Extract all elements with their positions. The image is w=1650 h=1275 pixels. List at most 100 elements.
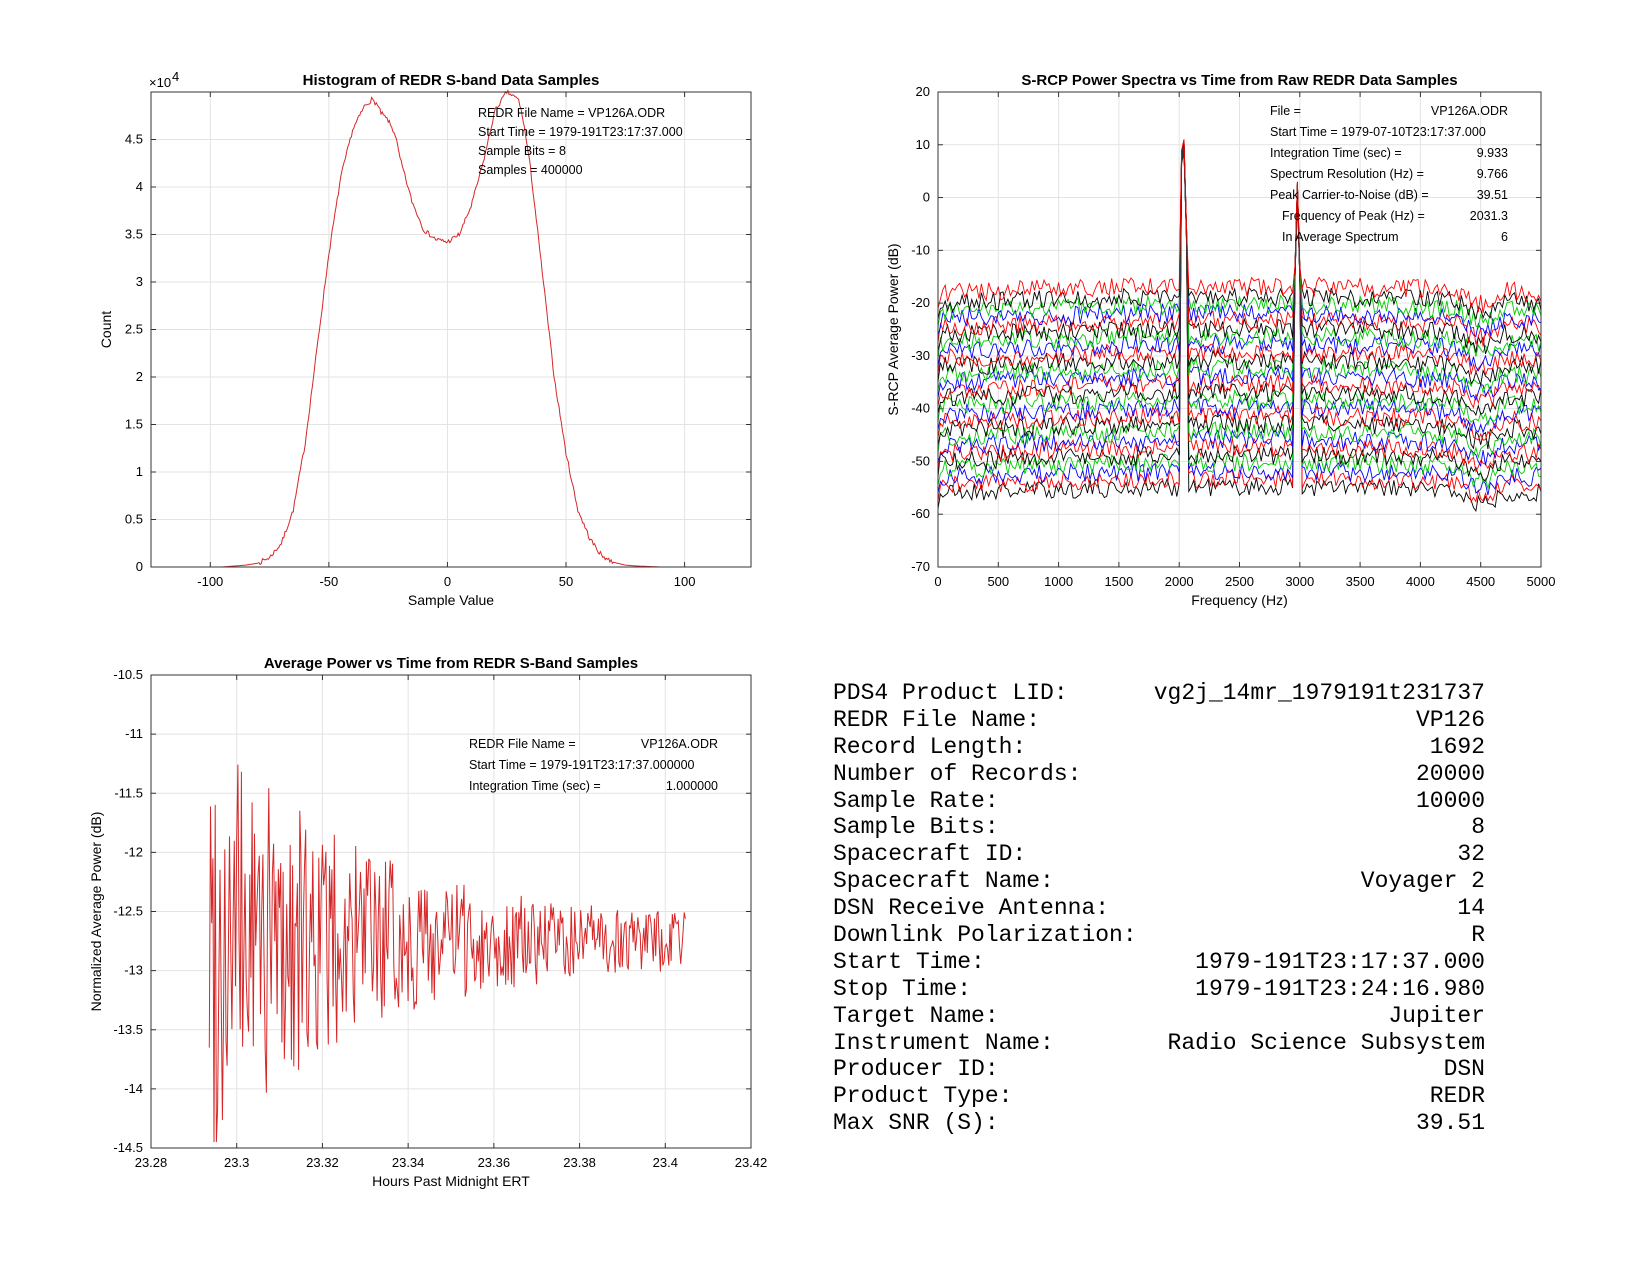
axes-frame — [937, 91, 1542, 568]
y-tick-label: -30 — [911, 348, 930, 363]
spectrum-line — [937, 148, 1542, 459]
annotation-label: Frequency of Peak (Hz) = — [1282, 209, 1425, 223]
spectrum-line — [937, 141, 1542, 354]
summary-row: Max SNR (S): 39.51 — [833, 1110, 1485, 1137]
y-tick-label: -50 — [911, 453, 930, 468]
spectrum-line — [937, 147, 1542, 434]
annotation-label: Spectrum Resolution (Hz) = — [1270, 167, 1424, 181]
summary-label: Instrument Name: — [833, 1029, 1054, 1056]
spectrum-line — [937, 139, 1542, 320]
annotation-label: Peak Carrier-to-Noise (dB) = — [1270, 188, 1429, 202]
y-tick-label: -10 — [911, 242, 930, 257]
y-tick-label: 4 — [136, 179, 143, 194]
summary-value: 32 — [1457, 841, 1485, 868]
y-tick-label: 0 — [923, 190, 930, 205]
summary-value: Voyager 2 — [1360, 868, 1485, 895]
annotation-line: Start Time = 1979-191T23:17:37.000 — [478, 125, 683, 139]
x-tick-label: 23.38 — [563, 1155, 596, 1170]
summary-value: Jupiter — [1388, 1002, 1485, 1029]
summary-value: 14 — [1457, 895, 1485, 922]
annotation-value: VP126A.ODR — [1431, 104, 1508, 118]
chart-title: Average Power vs Time from REDR S-Band S… — [264, 655, 638, 672]
y-tick-label: 4.5 — [125, 132, 143, 147]
chart-2: 0 500 1000 1500 2000 2500 3000 3500 4000 4500 5000… — [885, 72, 1555, 608]
spectrum-line — [937, 139, 1542, 314]
y-tick-label: 0 — [136, 559, 143, 574]
summary-label: Stop Time: — [833, 975, 972, 1002]
annotation-label: Integration Time (sec) = — [469, 779, 601, 793]
x-tick-label: 23.3 — [224, 1155, 249, 1170]
y-tick-label: -11.5 — [114, 785, 143, 800]
summary-value: 20000 — [1415, 760, 1485, 787]
y-axis-label: S-RCP Average Power (dB) — [885, 243, 901, 415]
summary-label: Number of Records: — [833, 760, 1082, 787]
summary-row: Spacecraft Name: Voyager 2 — [833, 868, 1485, 895]
spectrum-line — [937, 140, 1542, 338]
summary-row: Instrument Name: Radio Science Subsystem — [833, 1030, 1485, 1057]
chart-title: Histogram of REDR S-band Data Samples — [303, 72, 600, 89]
annotation-value: 39.51 — [1477, 188, 1508, 202]
spectrum-line — [937, 150, 1542, 491]
summary-label: Spacecraft ID: — [833, 841, 1027, 868]
annotation-label: In Average Spectrum — [1282, 230, 1399, 244]
y-tick-label: -60 — [911, 506, 930, 521]
y-tick-label: 10 — [916, 137, 930, 152]
x-tick-label: 23.28 — [135, 1155, 168, 1170]
y-tick-label: -70 — [911, 559, 930, 574]
summary-label: Product Type: — [833, 1083, 1013, 1110]
x-tick-label: 3000 — [1285, 574, 1314, 589]
summary-row: Producer ID: DSN — [833, 1056, 1485, 1083]
summary-label: REDR File Name: — [833, 706, 1041, 733]
y-axis-label: Count — [98, 311, 114, 348]
spectrum-line — [937, 146, 1542, 417]
spectrum-line — [937, 140, 1542, 329]
summary-label: Spacecraft Name: — [833, 868, 1054, 895]
x-tick-label: 4000 — [1406, 574, 1435, 589]
annotation-line: Sample Bits = 8 — [478, 144, 566, 158]
annotation-label: Start Time = 1979-191T23:17:37.000000 — [469, 758, 695, 772]
spectrum-line — [937, 143, 1542, 377]
x-tick-label: 1000 — [1044, 574, 1073, 589]
x-tick-label: -100 — [197, 574, 223, 589]
annotation-value: 9.933 — [1477, 146, 1508, 160]
y-tick-label: -11 — [125, 726, 143, 741]
y-tick-label: -40 — [911, 401, 930, 416]
spectrum-line — [937, 147, 1542, 441]
y-tick-label: -10.5 — [113, 667, 143, 682]
annotation-value: 9.766 — [1477, 167, 1508, 181]
spectrum-line — [937, 146, 1542, 426]
y-tick-label: 20 — [916, 84, 930, 99]
summary-row: Product Type: REDR — [833, 1083, 1485, 1110]
y-tick-label: 2 — [136, 369, 143, 384]
summary-row: Spacecraft ID: 32 — [833, 841, 1485, 868]
y-tick-label: 1 — [136, 464, 143, 479]
summary-row: PDS4 Product LID: vg2j_14mr_1979191t23173… — [833, 680, 1485, 707]
annotation-label: Integration Time (sec) = — [1270, 146, 1402, 160]
x-tick-label: 2000 — [1165, 574, 1194, 589]
chart-1: -100 -50 0 50 100 0 0.5 1 1.5 2 2.5 3 3.5 4 4.5 Histogr… — [98, 69, 752, 608]
y-tick-label: -14.5 — [113, 1140, 143, 1155]
spectrum-line — [937, 145, 1542, 409]
summary-label: Start Time: — [833, 948, 985, 975]
x-tick-label: 0 — [444, 574, 451, 589]
y-tick-label: -12 — [124, 844, 143, 859]
axes-frame — [150, 91, 752, 568]
summary-row: Stop Time: 1979-191T23:24:16.980 — [833, 976, 1485, 1003]
spectrum-line — [937, 142, 1542, 359]
summary-label: Sample Bits: — [833, 814, 999, 841]
spectrum-line — [937, 151, 1542, 496]
x-tick-label: -50 — [319, 574, 338, 589]
summary-row: Target Name: Jupiter — [833, 1003, 1485, 1030]
summary-label: Max SNR (S): — [833, 1110, 999, 1137]
data-layer — [937, 139, 1542, 513]
x-tick-label: 5000 — [1527, 574, 1556, 589]
x-axis-label: Sample Value — [408, 592, 494, 608]
y-exponent-power: 4 — [172, 69, 179, 84]
x-tick-label: 50 — [559, 574, 573, 589]
x-tick-label: 2500 — [1225, 574, 1254, 589]
summary-value: DSN — [1443, 1056, 1485, 1083]
y-tick-label: 1.5 — [125, 417, 143, 432]
summary-label: Target Name: — [833, 1002, 999, 1029]
summary-value: REDR — [1429, 1083, 1485, 1110]
